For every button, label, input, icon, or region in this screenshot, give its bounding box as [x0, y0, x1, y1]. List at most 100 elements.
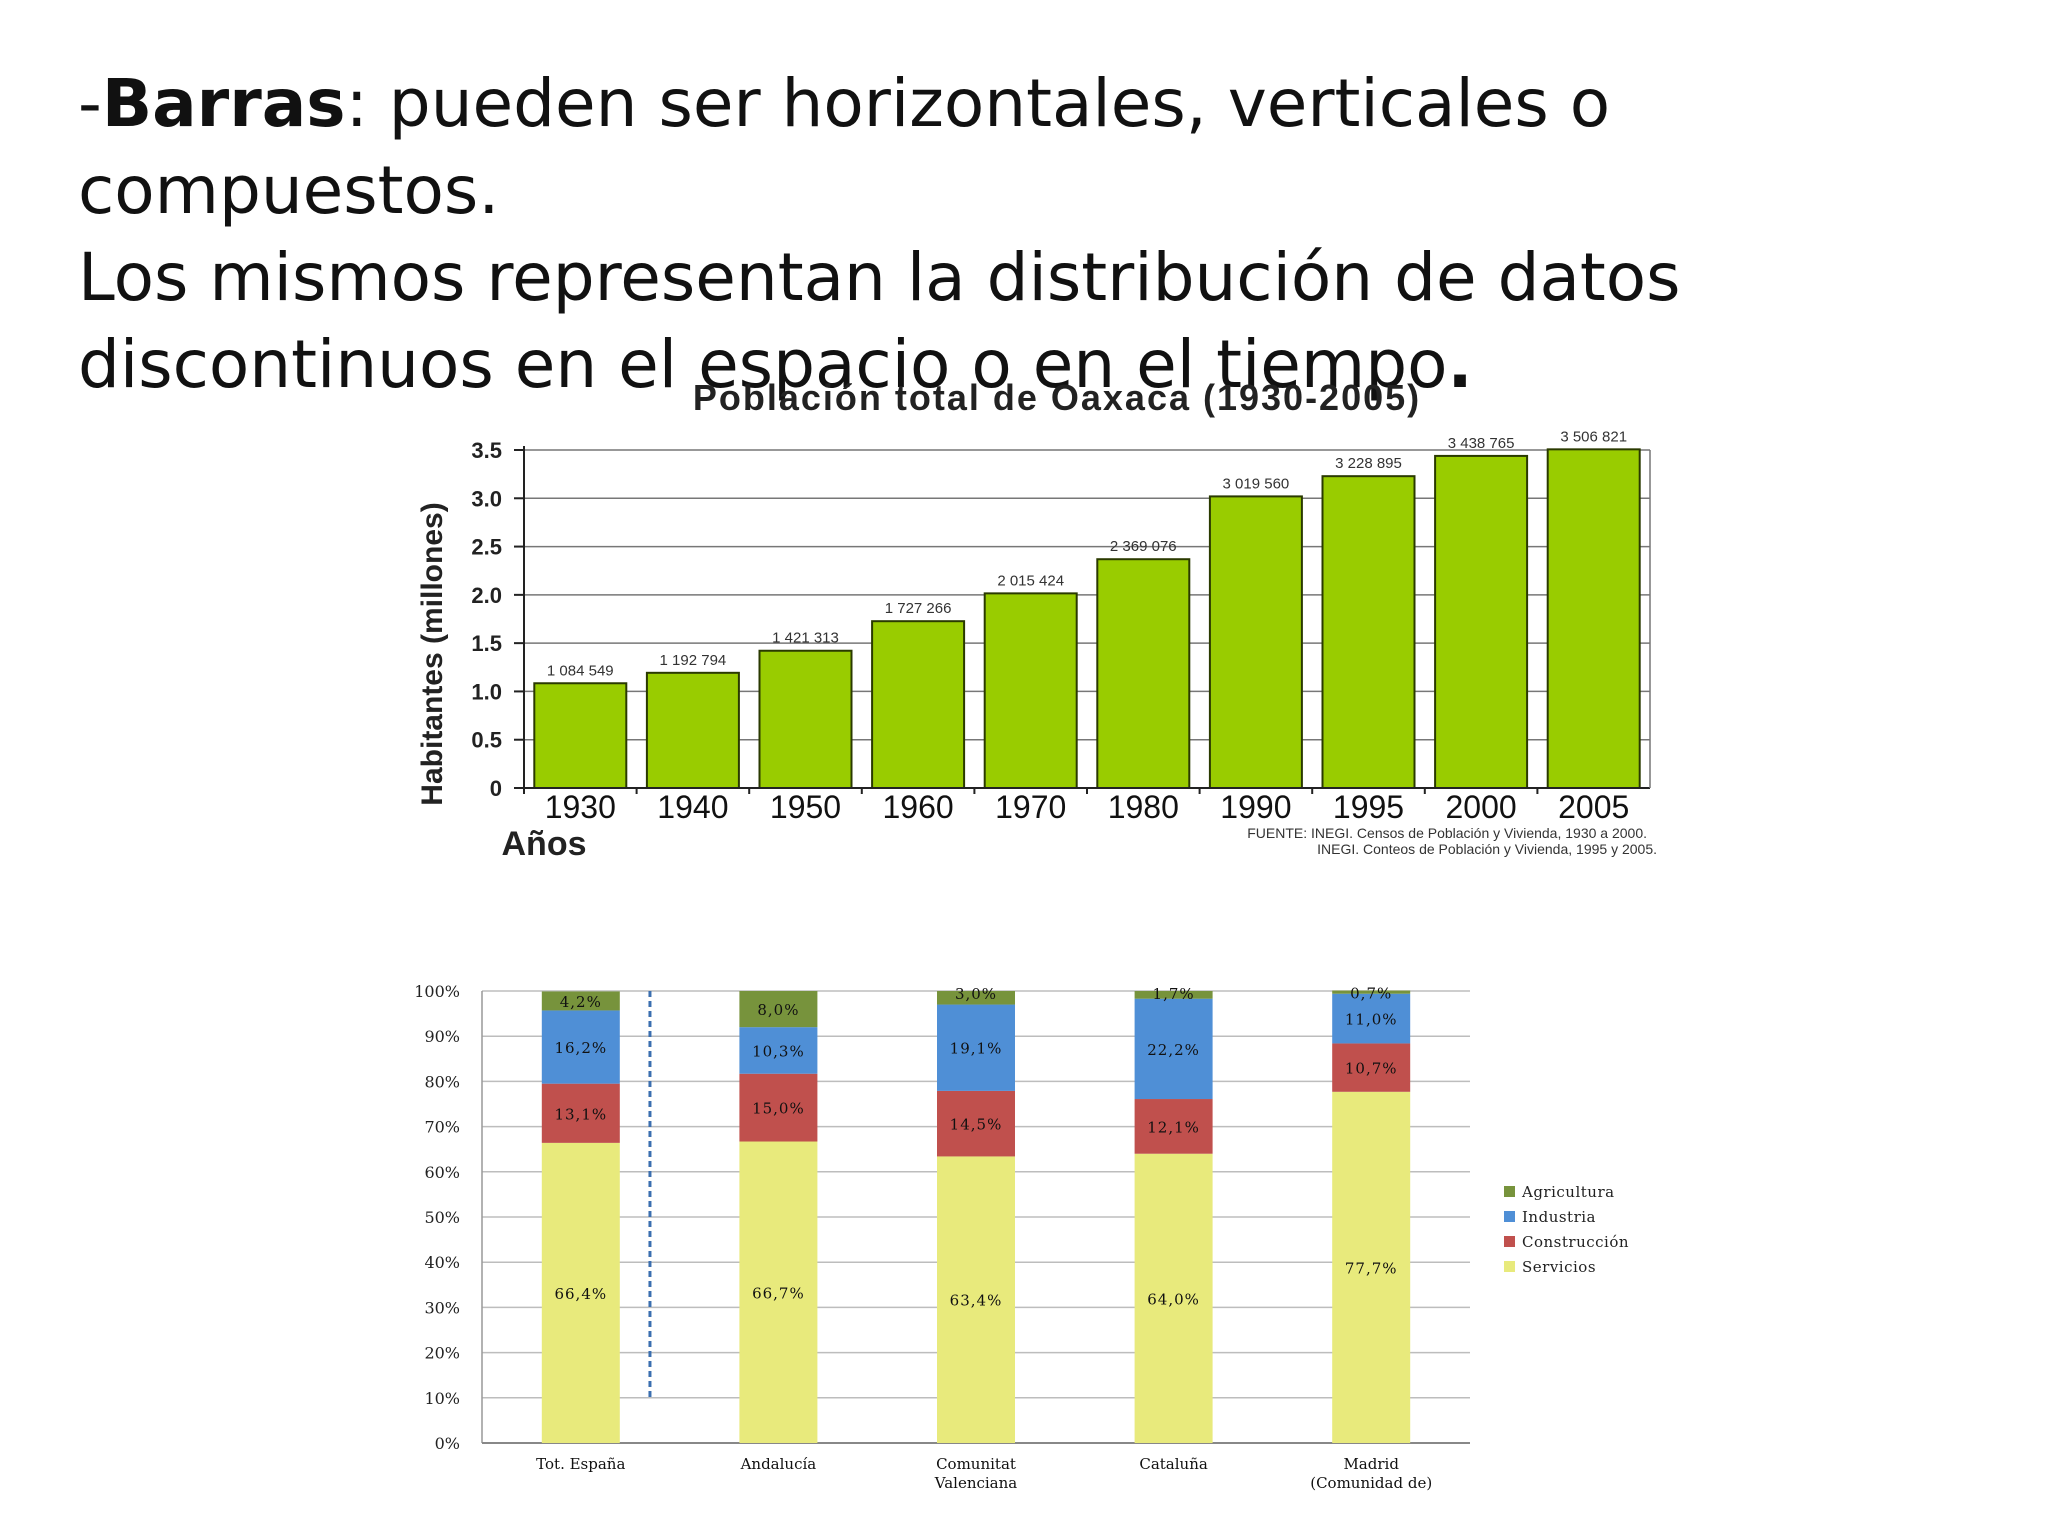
chart1-x-tick-label: 1940 — [657, 789, 728, 825]
chart1-data-label: 2 369 076 — [1110, 538, 1177, 555]
chart2-bar-segment — [1134, 998, 1213, 1100]
chart2-x-tick-label: (Comunidad de) — [1310, 1474, 1432, 1492]
chart2-y-tick-label: 70% — [424, 1118, 460, 1137]
chart1-data-label: 1 192 794 — [660, 652, 727, 669]
chart1-data-label: 3 438 765 — [1448, 435, 1515, 452]
chart1-bar — [533, 682, 628, 789]
chart1-data-label: 3 228 895 — [1335, 455, 1402, 472]
chart1-source-line: INEGI. Conteos de Población y Vivienda, … — [1317, 841, 1657, 857]
chart2-legend-swatch — [1504, 1236, 1515, 1247]
chart2-legend-label: Industria — [1522, 1208, 1596, 1226]
chart1-axes — [514, 446, 1651, 794]
chart1-data-label: 1 084 549 — [547, 662, 614, 679]
chart2-bar-segment — [541, 1083, 620, 1143]
chart2-data-label: 12,1% — [1147, 1118, 1200, 1136]
slide-line-2: Los mismos representan la distribución d… — [78, 239, 1681, 316]
oaxaca-population-chart: Población total de Oaxaca (1930-2005) 0 0.… — [416, 377, 1657, 863]
slide-line-3: discontinuos en el espacio o en el tiemp… — [78, 326, 1448, 403]
chart1-labels: Población total de Oaxaca (1930-2005) 0 0.… — [416, 377, 1657, 863]
chart1-x-tick-label: 1950 — [770, 789, 841, 825]
chart1-y-tick-label: 1.0 — [471, 679, 502, 704]
slide-dash: - — [78, 65, 102, 142]
sector-employment-chart: 0% 10% 20% 30% 40% 50% 60% 70% 80% 90% 100% 66,4% 13… — [414, 982, 1629, 1492]
chart1-x-tick-label: 1995 — [1333, 789, 1404, 825]
chart2-legend-label: Servicios — [1522, 1258, 1596, 1276]
chart2-data-label: 10,3% — [752, 1042, 805, 1060]
chart2-labels: 0% 10% 20% 30% 40% 50% 60% 70% 80% 90% 100% 66,4% 13… — [414, 982, 1432, 1492]
chart1-y-axis-title: Habitantes (millones) — [416, 502, 449, 805]
chart2-y-tick-label: 100% — [414, 982, 460, 1001]
chart1-x-axis-title: Años — [502, 825, 587, 863]
chart2-bar-segment — [937, 1090, 1015, 1157]
chart2-y-tick-label: 20% — [424, 1344, 460, 1363]
chart1-source-line: FUENTE: INEGI. Censos de Población y Viv… — [1247, 825, 1647, 841]
chart2-x-tick-label: Valenciana — [934, 1474, 1018, 1492]
chart2-data-label: 63,4% — [950, 1292, 1003, 1310]
chart2-y-tick-label: 90% — [424, 1027, 460, 1046]
chart2-bar-segment — [1332, 1091, 1411, 1443]
chart2-bar-segment — [739, 1141, 818, 1443]
chart2-y-tick-label: 80% — [424, 1072, 460, 1091]
slide-body-text: -Barras: pueden ser horizontales, vertic… — [78, 60, 2018, 408]
slide-term: Barras — [101, 65, 346, 142]
chart2-legend-label: Construcción — [1522, 1233, 1629, 1251]
chart2-legend-label: Agricultura — [1521, 1183, 1615, 1201]
slide-period: . — [1447, 326, 1473, 403]
chart2-bar-segment — [1332, 993, 1411, 1044]
chart2-bar-segment — [937, 1004, 1015, 1091]
chart2-data-label: 11,0% — [1345, 1011, 1398, 1029]
chart1-data-label: 3 506 821 — [1560, 428, 1627, 445]
chart2-y-tick-label: 10% — [424, 1389, 460, 1408]
chart2-data-label: 13,1% — [554, 1105, 607, 1123]
chart2-data-label: 64,0% — [1147, 1290, 1200, 1308]
chart2-data-label: 66,7% — [752, 1284, 805, 1302]
chart2-data-label: 0,7% — [1350, 985, 1392, 1003]
chart2-data-label: 1,7% — [1153, 985, 1195, 1003]
chart1-y-tick-label: 3.0 — [471, 486, 502, 511]
chart1-y-tick-label: 3.5 — [471, 438, 502, 463]
chart1-y-tick-label: 1.5 — [471, 631, 502, 656]
chart2-legend-swatch — [1504, 1186, 1515, 1197]
chart1-data-label: 1 727 266 — [885, 600, 952, 617]
chart2-data-label: 15,0% — [752, 1100, 805, 1118]
chart2-data-label: 19,1% — [950, 1040, 1003, 1058]
chart1-x-tick-label: 1930 — [545, 789, 616, 825]
slide-sentence-1: : pueden ser horizontales, verticales o … — [78, 65, 1611, 229]
chart2-y-tick-label: 50% — [424, 1208, 460, 1227]
chart1-x-tick-label: 1980 — [1108, 789, 1179, 825]
chart2-data-label: 3,0% — [955, 985, 997, 1003]
chart1-bar — [1434, 454, 1529, 790]
chart1-x-tick-label: 1970 — [995, 789, 1066, 825]
chart1-data-label: 1 421 313 — [772, 630, 839, 647]
chart2-data-label: 4,2% — [560, 993, 602, 1011]
chart1-y-tick-label: 2.5 — [471, 535, 502, 560]
chart1-data-label: 2 015 424 — [997, 572, 1064, 589]
chart1-bar — [758, 649, 853, 789]
chart2-bar-segment — [1134, 991, 1213, 999]
chart1-y-tick-label: 0.5 — [471, 728, 502, 753]
chart1-x-tick-label: 2005 — [1558, 789, 1629, 825]
chart1-bar — [645, 671, 740, 789]
chart1-data-label: 3 019 560 — [1223, 475, 1290, 492]
chart2-x-tick-label: Cataluña — [1139, 1455, 1208, 1473]
chart2-bar-segment — [937, 991, 1015, 1005]
chart2-data-label: 8,0% — [757, 1001, 799, 1019]
chart1-bar — [1096, 558, 1191, 789]
chart1-bar — [1546, 448, 1641, 790]
chart1-title: Población total de Oaxaca (1930-2005) — [693, 377, 1421, 418]
chart2-bar-segment — [541, 1142, 620, 1443]
chart2-data-label: 16,2% — [554, 1039, 607, 1057]
chart2-bars — [541, 990, 1411, 1443]
chart1-x-tick-label: 1960 — [883, 789, 954, 825]
chart1-y-tick-label: 0 — [490, 776, 502, 801]
chart2-bar-segment — [739, 1027, 818, 1074]
chart1-bars — [533, 448, 1641, 790]
chart2-legend-swatch — [1504, 1261, 1515, 1272]
chart2-bar-segment — [1332, 1043, 1411, 1092]
chart1-bar — [1208, 495, 1303, 789]
chart2-y-tick-label: 60% — [424, 1163, 460, 1182]
chart2-y-tick-label: 0% — [435, 1434, 460, 1453]
chart2-y-tick-label: 40% — [424, 1253, 460, 1272]
chart1-bar — [1321, 475, 1416, 789]
chart2-bar-segment — [739, 1073, 818, 1142]
